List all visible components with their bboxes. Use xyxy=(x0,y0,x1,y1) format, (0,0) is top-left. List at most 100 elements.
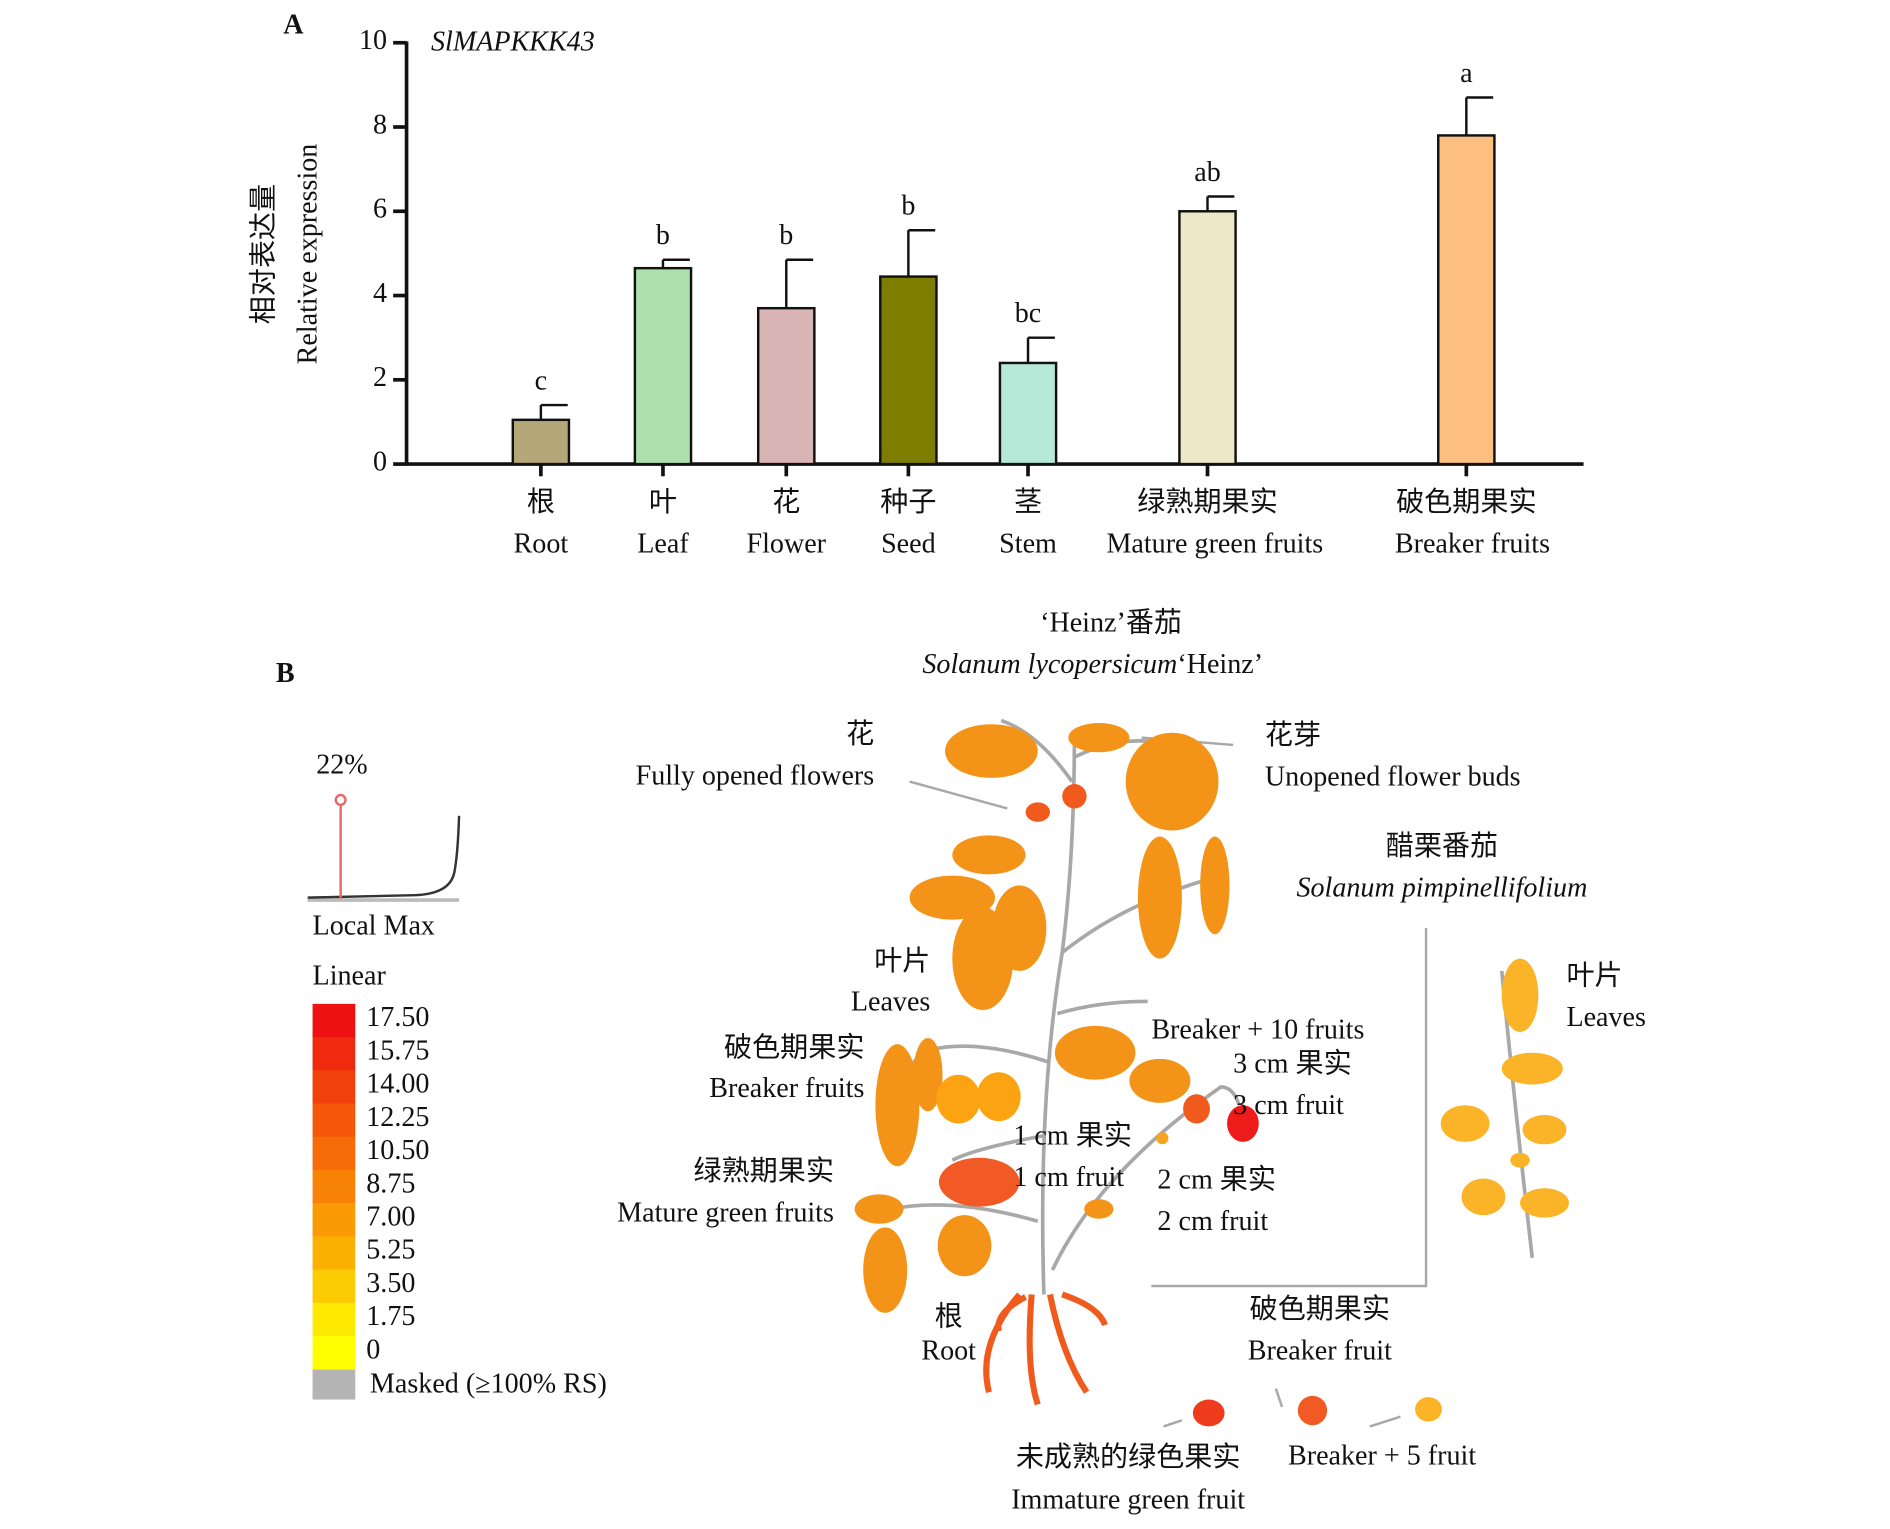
significance-letter: b xyxy=(656,220,670,251)
percent-label: 22% xyxy=(316,749,367,780)
label-en: 2 cm fruit xyxy=(1157,1206,1268,1237)
label-en: Root xyxy=(921,1336,976,1367)
label-zh: 花芽 xyxy=(1265,719,1321,751)
masked-swatch xyxy=(312,1369,356,1400)
significance-letter: b xyxy=(779,220,793,251)
x-tick-label: Flower xyxy=(747,528,827,559)
legend-swatch xyxy=(312,1302,356,1337)
x-tick-label: Mature green fruits xyxy=(1106,528,1323,559)
legend-level: 0 xyxy=(366,1334,380,1365)
label-en: Mature green fruits xyxy=(617,1198,834,1229)
label-zh: 破色期果实 xyxy=(724,1032,864,1064)
x-tick-label-zh: 破色期果实 xyxy=(1396,486,1536,518)
legend-swatch xyxy=(312,1336,356,1370)
legend-level: 10.50 xyxy=(366,1135,429,1166)
legend-level: 15.75 xyxy=(366,1035,429,1066)
bar xyxy=(879,275,938,466)
legend-swatch xyxy=(312,1070,356,1104)
legend-level: 8.75 xyxy=(366,1168,415,1199)
scale-label: Linear xyxy=(313,961,387,992)
label-zh: 破色期果实 xyxy=(1250,1293,1390,1325)
legend-level: 1.75 xyxy=(366,1301,415,1332)
label-en: Breaker fruit xyxy=(1248,1336,1392,1367)
y-tick-label: 4 xyxy=(373,278,387,309)
diagram-subtitle: Solanum lycopersicum‘Heinz’ xyxy=(922,649,1263,680)
bar xyxy=(756,306,816,466)
plant-leaves xyxy=(854,722,1569,1427)
bar xyxy=(1437,134,1496,466)
plant-diagram xyxy=(889,718,1535,1428)
x-tick-label: Leaf xyxy=(637,528,689,559)
x-tick-label-zh: 叶 xyxy=(649,487,677,518)
legend-level: 17.50 xyxy=(366,1002,429,1033)
species: Solanum lycopersicum xyxy=(922,649,1177,680)
legend-level: 3.50 xyxy=(366,1268,415,1299)
y-tick-label: 8 xyxy=(373,109,387,140)
label-zh: 醋栗番茄 xyxy=(1386,830,1498,862)
legend-swatch xyxy=(312,1136,356,1171)
x-tick-label-zh: 茎 xyxy=(1014,486,1042,518)
legend-level: 7.00 xyxy=(366,1201,415,1232)
legend-level: 5.25 xyxy=(366,1235,415,1266)
y-tick-label: 10 xyxy=(359,25,387,56)
label-en: Breaker + 5 fruit xyxy=(1288,1441,1476,1472)
label-en: Breaker + 10 fruits xyxy=(1151,1014,1364,1045)
label-zh: 未成熟的绿色果实 xyxy=(1016,1441,1241,1473)
legend-level: 12.25 xyxy=(366,1102,429,1133)
x-tick-label: Root xyxy=(514,528,569,559)
y-tick-label: 2 xyxy=(373,362,387,393)
legend-swatch xyxy=(312,1269,356,1304)
label-en: Fully opened flowers xyxy=(636,760,875,791)
local-max-plot xyxy=(307,793,461,902)
label-en: Leaves xyxy=(1566,1002,1646,1033)
y-tick-label: 0 xyxy=(373,447,387,478)
label-en: Leaves xyxy=(851,986,931,1017)
legend-swatch xyxy=(312,1037,356,1071)
panel-letter: B xyxy=(276,658,295,689)
y-tick-label: 6 xyxy=(373,194,387,225)
significance-letter: bc xyxy=(1015,298,1042,329)
label-zh: 叶片 xyxy=(1566,960,1622,992)
label-zh: 花 xyxy=(846,718,874,750)
masked-label: Masked (≥100% RS) xyxy=(370,1369,607,1400)
legend-level: 14.00 xyxy=(366,1069,429,1100)
legend-swatch xyxy=(312,1169,356,1204)
diagram-title: ‘Heinz’番茄 xyxy=(1040,607,1182,639)
label-en: Breaker fruits xyxy=(709,1073,864,1104)
label-en: 1 cm fruit xyxy=(1013,1162,1124,1193)
label-zh: 叶片 xyxy=(874,945,930,977)
y-axis-label-zh: 相对表达量 xyxy=(248,184,280,324)
legend-swatch xyxy=(312,1236,356,1270)
bar xyxy=(511,418,571,466)
x-tick-label: Seed xyxy=(881,528,936,559)
panel-letter: A xyxy=(283,9,304,40)
label-en: Immature green fruit xyxy=(1011,1485,1245,1516)
label-zh: 3 cm 果实 xyxy=(1233,1048,1352,1080)
label-zh: 2 cm 果实 xyxy=(1157,1164,1276,1196)
legend-swatch xyxy=(312,1003,356,1038)
label-zh: 绿熟期果实 xyxy=(694,1155,834,1187)
label-en: 3 cm fruit xyxy=(1233,1090,1344,1121)
bar xyxy=(998,361,1058,466)
x-tick-label-zh: 花 xyxy=(772,486,800,518)
label-en: Unopened flower buds xyxy=(1265,762,1521,793)
x-tick-label-zh: 种子 xyxy=(880,486,936,518)
label-zh: 根 xyxy=(935,1300,963,1332)
x-tick-label-zh: 绿熟期果实 xyxy=(1137,486,1277,518)
label-zh: 1 cm 果实 xyxy=(1013,1120,1132,1152)
bar xyxy=(1178,210,1237,466)
x-tick-label-zh: 根 xyxy=(527,486,555,518)
bar xyxy=(633,266,693,466)
x-tick-label: Breaker fruits xyxy=(1395,528,1550,559)
significance-letter: b xyxy=(901,191,915,222)
legend-swatch xyxy=(312,1103,356,1138)
x-tick-label: Stem xyxy=(999,528,1057,559)
y-axis-label: Relative expression xyxy=(293,144,324,365)
label-en: Solanum pimpinellifolium xyxy=(1296,873,1587,904)
significance-letter: ab xyxy=(1194,157,1221,188)
significance-letter: c xyxy=(535,366,547,397)
significance-letter: a xyxy=(1460,58,1473,89)
chart-title: SlMAPKKK43 xyxy=(431,26,595,57)
